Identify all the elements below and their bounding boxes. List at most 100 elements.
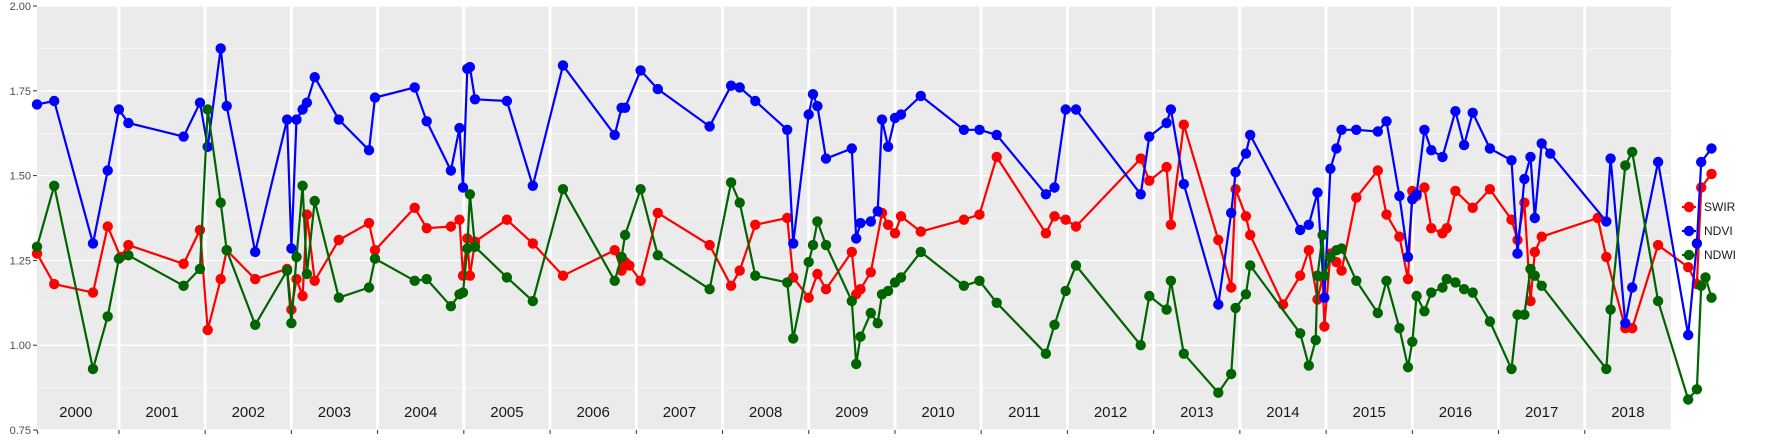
swir-point (178, 258, 189, 269)
legend-key-point (1683, 225, 1695, 237)
ndwi-point (501, 272, 513, 283)
swir-point (803, 292, 814, 303)
ndvi-point (820, 153, 832, 164)
swir-point (1135, 153, 1146, 164)
year-label: 2018 (1611, 404, 1644, 421)
ndwi-point (457, 287, 469, 298)
swir-point (1161, 161, 1172, 173)
ndwi-point (1700, 272, 1711, 283)
ndvi-point (309, 72, 320, 83)
ndvi-point (1295, 224, 1306, 236)
ndvi-point (1426, 145, 1437, 156)
swir-point (454, 214, 465, 225)
ndwi-point (1529, 270, 1541, 281)
ndvi-point (457, 182, 469, 193)
swir-point (1536, 231, 1547, 242)
swir-point (958, 214, 970, 225)
ndwi-point (1165, 275, 1177, 286)
ndvi-point (1525, 151, 1536, 163)
ndwi-point (1506, 363, 1517, 375)
ndvi-point (1303, 219, 1315, 230)
swir-point (782, 212, 793, 224)
ndwi-point (49, 180, 60, 191)
ndvi-point (846, 143, 857, 154)
ndvi-point (469, 94, 481, 105)
ndwi-point (635, 184, 646, 195)
ndwi-point (1437, 282, 1448, 293)
ndwi-point (409, 275, 420, 286)
ndvi-point (215, 43, 226, 54)
swir-point (102, 221, 113, 232)
swir-point (291, 273, 302, 285)
ndwi-point (1419, 306, 1430, 317)
ndvi-point (958, 124, 970, 135)
year-label: 2013 (1180, 404, 1213, 421)
ndwi-point (1226, 368, 1237, 380)
series-ndwi (31, 104, 1717, 405)
ndvi-point (851, 233, 862, 244)
ndwi-point (1450, 277, 1461, 288)
swir-point (1529, 246, 1541, 258)
ndvi-point (1312, 187, 1323, 198)
ndvi-point (1706, 143, 1717, 154)
swir-point (409, 202, 420, 213)
ndwi-point (1319, 270, 1330, 281)
ndwi-point (616, 251, 627, 263)
ndwi-point (882, 285, 894, 297)
swir-point (1652, 239, 1664, 251)
ndwi-point (1484, 316, 1496, 327)
year-label: 2006 (576, 404, 609, 421)
ndwi-point (750, 270, 761, 281)
ndwi-point (1317, 229, 1328, 241)
ndvi-point (974, 124, 985, 135)
ndvi-point (991, 129, 1002, 141)
swir-point (1601, 251, 1612, 263)
ndvi-point (363, 145, 375, 156)
y-tick-label: 1.00 (10, 340, 31, 352)
ndvi-point (464, 61, 476, 73)
ndwi-point (102, 311, 113, 322)
year-label: 2016 (1439, 404, 1472, 421)
ndvi-point (221, 100, 232, 112)
ndwi-point (1458, 284, 1470, 295)
ndvi-point (1691, 238, 1703, 249)
swir-point (750, 219, 761, 230)
ndvi-point (807, 89, 819, 100)
swir-point (915, 226, 926, 237)
ndwi-point (915, 246, 926, 258)
year-label: 2017 (1525, 404, 1558, 421)
ndwi-point (851, 358, 862, 370)
ndvi-point (1512, 248, 1523, 259)
ndwi-point (958, 280, 970, 291)
ndvi-point (527, 180, 538, 191)
ndwi-point (803, 256, 814, 268)
ndwi-point (1325, 251, 1336, 263)
ndvi-point (301, 97, 313, 108)
ndwi-point (734, 197, 745, 208)
ndwi-point (1060, 285, 1071, 297)
ndwi-point (1040, 348, 1052, 359)
swir-point (991, 151, 1002, 163)
ndwi-point (421, 273, 432, 285)
year-label: 2011 (1008, 404, 1040, 421)
ndvi-point (1411, 189, 1422, 200)
ndwi-point (1336, 243, 1347, 254)
ndvi-point (369, 92, 381, 103)
ndvi-point (87, 238, 99, 249)
ndvi-point (501, 95, 513, 107)
ndvi-point (1381, 116, 1392, 127)
year-label: 2014 (1266, 404, 1299, 421)
ndvi-point (1319, 292, 1330, 303)
ndwi-point (369, 253, 381, 264)
ndvi-point (445, 165, 457, 176)
ndvi-point (1135, 189, 1146, 200)
ndvi-point (1506, 155, 1517, 166)
swir-point (1467, 202, 1478, 213)
swir-point (1426, 223, 1437, 234)
swir-point (652, 207, 663, 219)
ndvi-point (1620, 318, 1631, 329)
year-label: 2007 (663, 404, 696, 421)
ndwi-point (113, 253, 125, 264)
ndwi-point (1620, 160, 1631, 171)
ndvi-point (1467, 107, 1478, 119)
